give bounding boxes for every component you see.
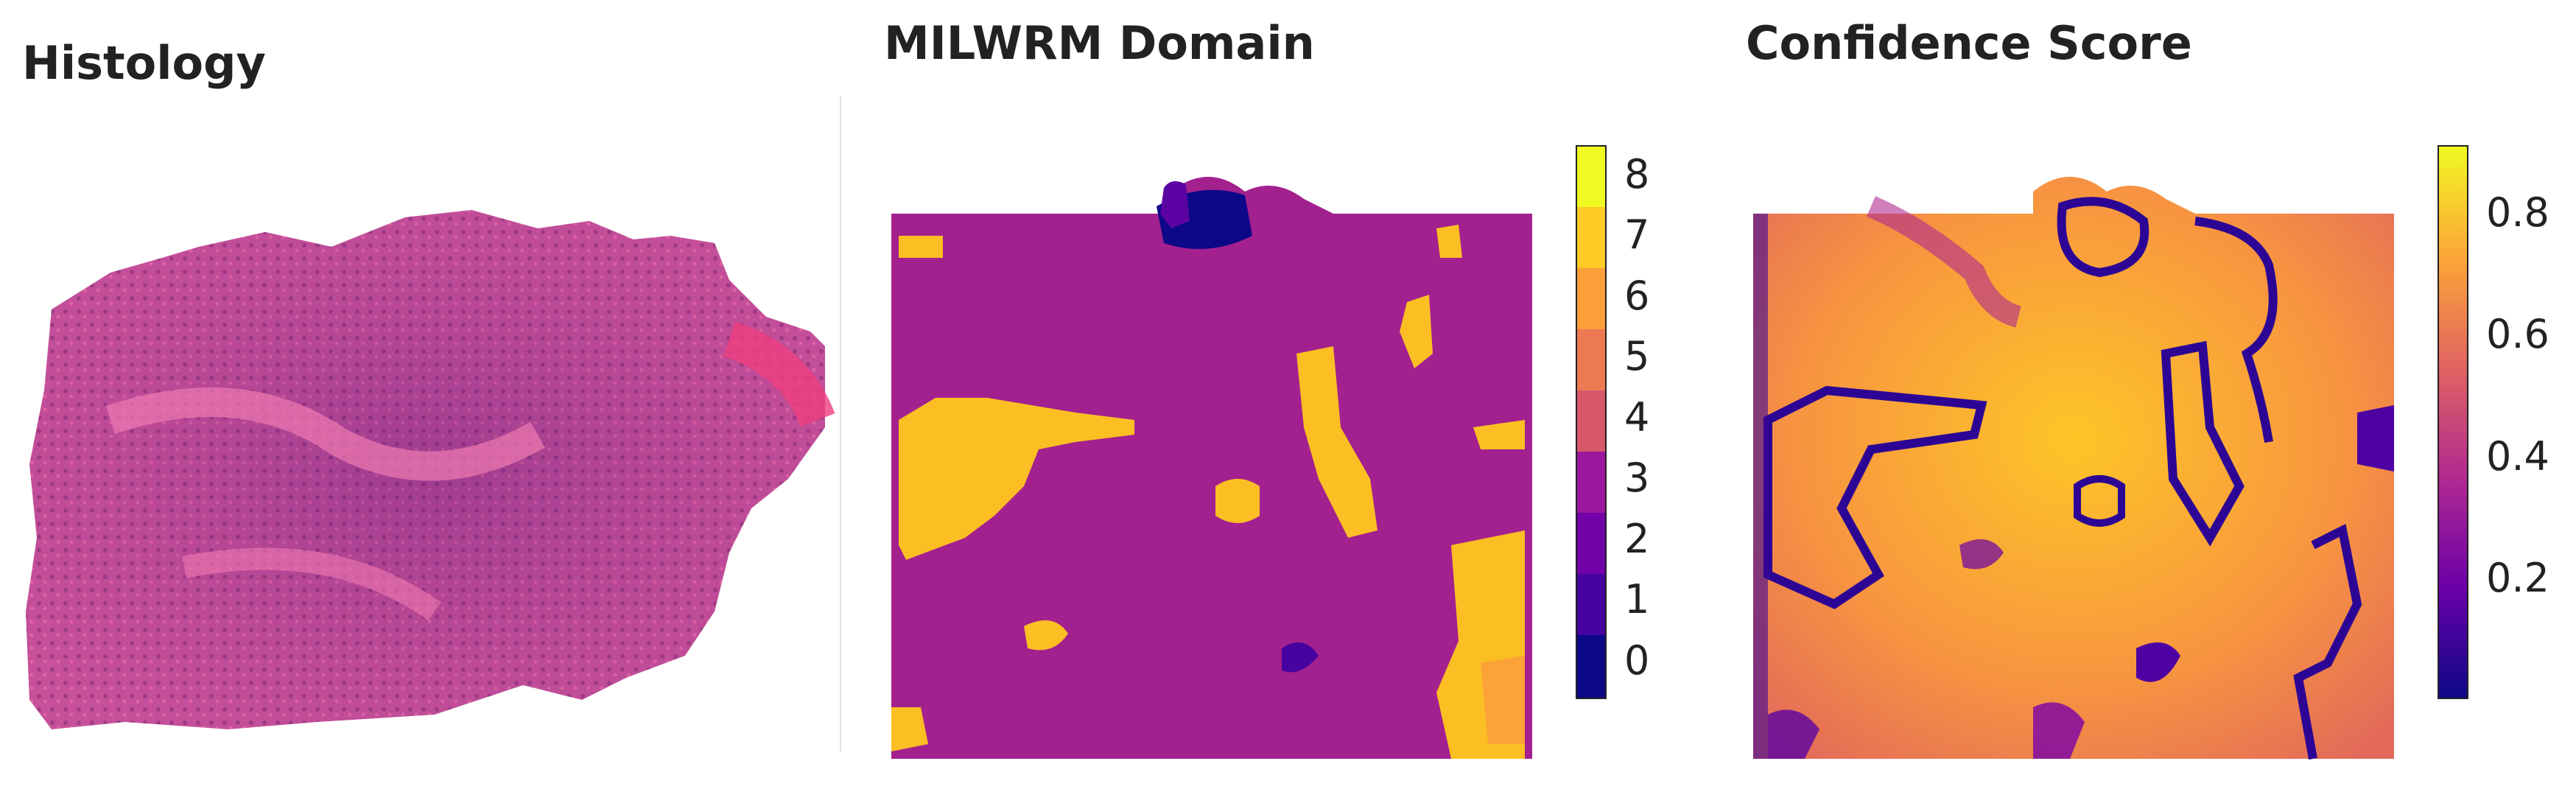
panel-divider (840, 96, 841, 751)
domain-tick-0: 0 (1624, 637, 1650, 684)
domain-tick-3: 3 (1624, 455, 1650, 501)
domain-tick-5: 5 (1624, 333, 1650, 379)
domain-title: MILWRM Domain (884, 16, 1315, 70)
confidence-title: Confidence Score (1746, 16, 2192, 70)
domain-map (891, 177, 1532, 759)
domain-colorbar (1576, 145, 1607, 699)
confidence-tick-0.4: 0.4 (2486, 433, 2549, 480)
confidence-colorbar (2438, 145, 2468, 699)
domain-tick-6: 6 (1624, 273, 1650, 319)
domain-tick-2: 2 (1624, 516, 1650, 562)
confidence-tick-0.2: 0.2 (2486, 555, 2549, 601)
confidence-tick-0.6: 0.6 (2486, 311, 2549, 357)
domain-tick-8: 8 (1624, 151, 1650, 197)
domain-tick-4: 4 (1624, 394, 1650, 441)
domain-tick-1: 1 (1624, 576, 1650, 623)
histology-image (26, 210, 835, 729)
domain-tick-7: 7 (1624, 211, 1650, 258)
confidence-tick-0.8: 0.8 (2486, 189, 2549, 236)
histology-title: Histology (22, 36, 266, 90)
confidence-map (1753, 177, 2394, 760)
